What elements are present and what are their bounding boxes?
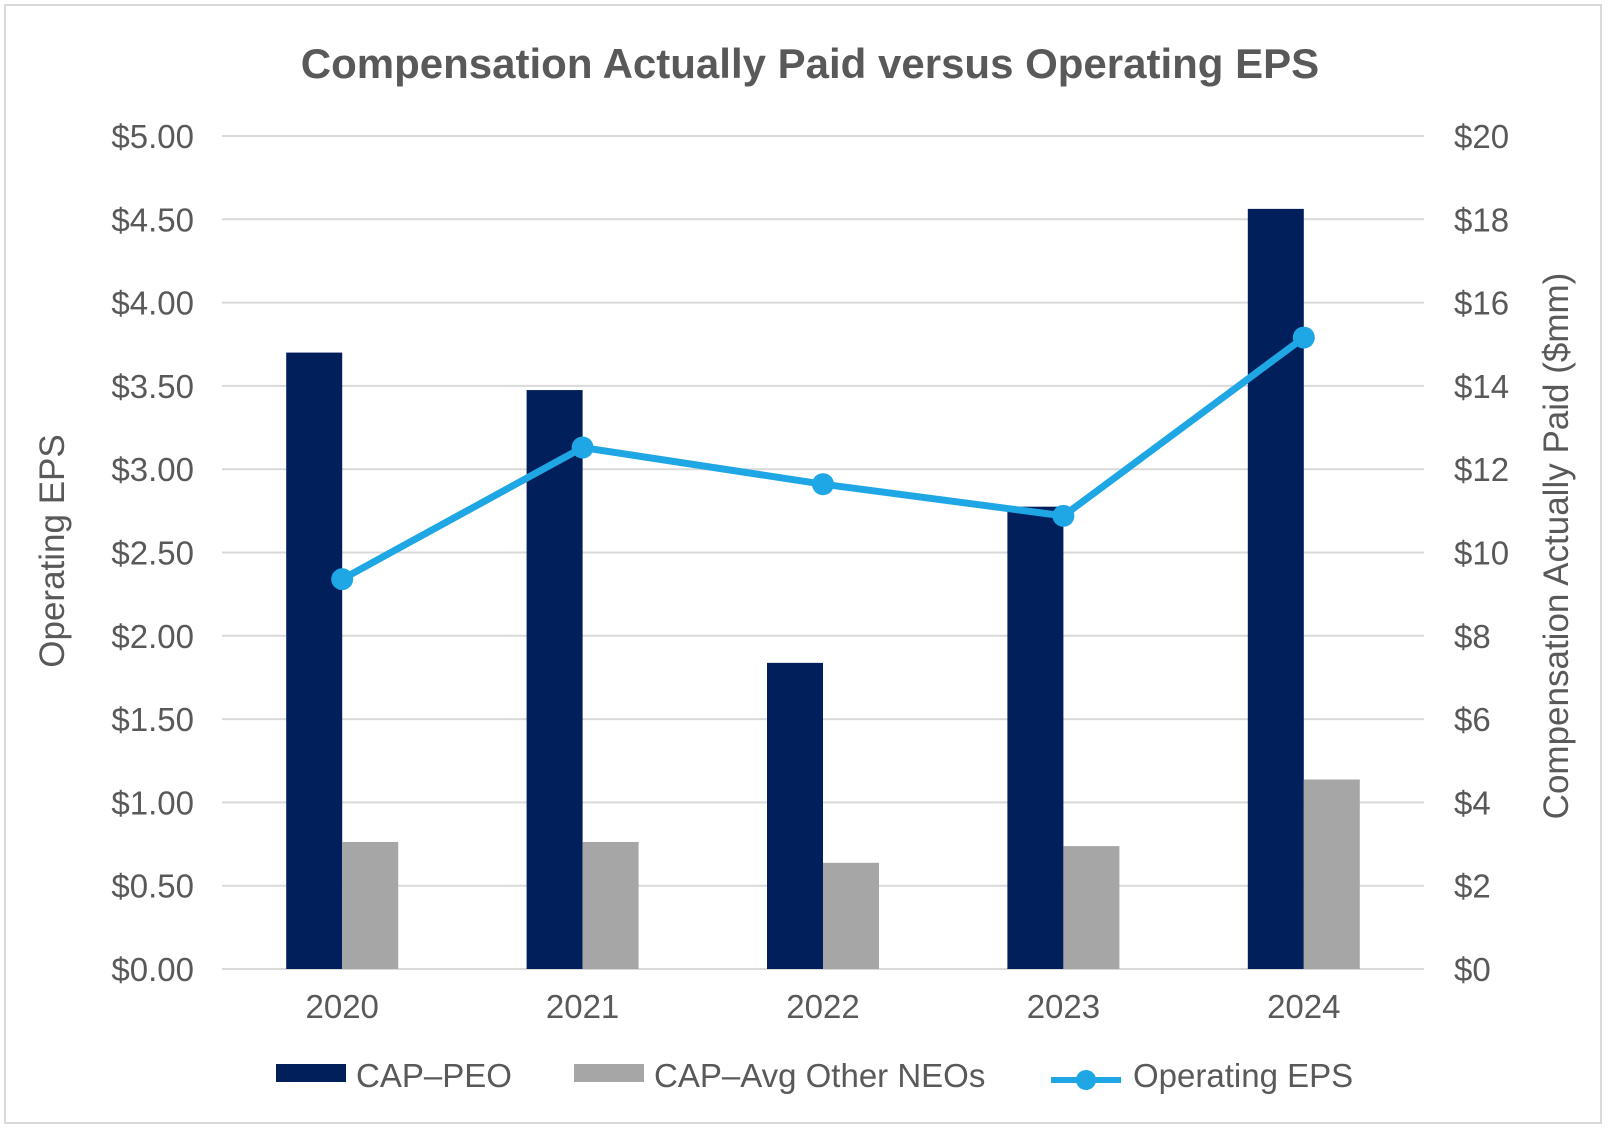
- x-tick-label: 2023: [1027, 988, 1100, 1025]
- bar-cap-avg-other-neos-2023: [1063, 846, 1120, 969]
- right-tick-label: $0: [1454, 951, 1491, 988]
- bar-cap-avg-other-neos-2022: [823, 862, 879, 969]
- bar-cap-avg-other-neos-2020: [342, 841, 399, 969]
- x-tick-label: 2020: [305, 988, 378, 1025]
- x-axis-ticks: 2020 2021 2022 2023 2024: [305, 988, 1340, 1025]
- right-tick-label: $18: [1454, 201, 1509, 238]
- bar-cap-peo-2023: [1007, 506, 1064, 969]
- left-axis-label: Operating EPS: [33, 434, 72, 667]
- left-tick-label: $3.50: [111, 368, 194, 405]
- right-tick-label: $10: [1454, 535, 1509, 572]
- chart-canvas: Compensation Actually Paid versus Operat…: [33, 40, 1576, 1094]
- right-tick-label: $14: [1454, 368, 1509, 405]
- bar-cap-peo-2022: [767, 662, 823, 969]
- legend-swatch-cap-peo: [276, 1064, 346, 1082]
- x-tick-label: 2024: [1267, 988, 1340, 1025]
- left-tick-label: $2.00: [111, 618, 194, 655]
- right-tick-label: $20: [1454, 118, 1509, 155]
- right-tick-label: $6: [1454, 701, 1491, 738]
- bar-cap-avg-other-neos-2024: [1303, 779, 1360, 969]
- bar-cap-peo-2020: [286, 352, 343, 970]
- right-axis-ticks: $0 $2 $4 $6 $8 $10 $12 $14 $16 $18 $20: [1454, 118, 1509, 988]
- point-operating-eps-2021: [571, 436, 594, 459]
- right-tick-label: $16: [1454, 285, 1509, 322]
- chart-frame: Compensation Actually Paid versus Operat…: [4, 4, 1602, 1124]
- legend: CAP–PEO CAP–Avg Other NEOs Operating EPS: [276, 1057, 1353, 1094]
- left-tick-label: $1.50: [111, 701, 194, 738]
- left-tick-label: $1.00: [111, 784, 194, 821]
- x-tick-label: 2022: [786, 988, 859, 1025]
- bar-cap-peo-2021: [526, 390, 583, 969]
- left-tick-label: $0.00: [111, 951, 194, 988]
- chart-title: Compensation Actually Paid versus Operat…: [301, 40, 1319, 87]
- right-axis-label: Compensation Actually Paid ($mm): [1537, 273, 1576, 820]
- gridlines: [222, 135, 1424, 970]
- left-tick-label: $0.50: [111, 868, 194, 905]
- left-tick-label: $4.50: [111, 201, 194, 238]
- left-axis-ticks: $0.00 $0.50 $1.00 $1.50 $2.00 $2.50 $3.00 $3.50…: [111, 118, 194, 988]
- point-operating-eps-2024: [1292, 326, 1315, 349]
- left-tick-label: $3.00: [111, 451, 194, 488]
- line-operating-eps: [340, 334, 1306, 583]
- left-tick-label: $4.00: [111, 285, 194, 322]
- x-tick-label: 2021: [546, 988, 619, 1025]
- legend-label-operating-eps: Operating EPS: [1133, 1057, 1353, 1094]
- left-tick-label: $5.00: [111, 118, 194, 155]
- bars: [286, 208, 1360, 970]
- bar-cap-peo-2024: [1247, 208, 1304, 969]
- right-tick-label: $4: [1454, 784, 1491, 821]
- right-tick-label: $12: [1454, 451, 1509, 488]
- legend-swatch-cap-avg-neos: [574, 1064, 644, 1082]
- point-operating-eps-2023: [1052, 504, 1075, 527]
- legend-swatch-eps-marker: [1076, 1070, 1096, 1090]
- legend-label-cap-peo: CAP–PEO: [356, 1057, 512, 1094]
- legend-label-cap-avg-neos: CAP–Avg Other NEOs: [654, 1057, 985, 1094]
- bar-cap-avg-other-neos-2021: [582, 841, 639, 969]
- eps-line: [331, 326, 1315, 591]
- point-operating-eps-2020: [331, 568, 354, 591]
- left-tick-label: $2.50: [111, 535, 194, 572]
- right-tick-label: $8: [1454, 618, 1491, 655]
- point-operating-eps-2022: [812, 473, 834, 496]
- right-tick-label: $2: [1454, 868, 1491, 905]
